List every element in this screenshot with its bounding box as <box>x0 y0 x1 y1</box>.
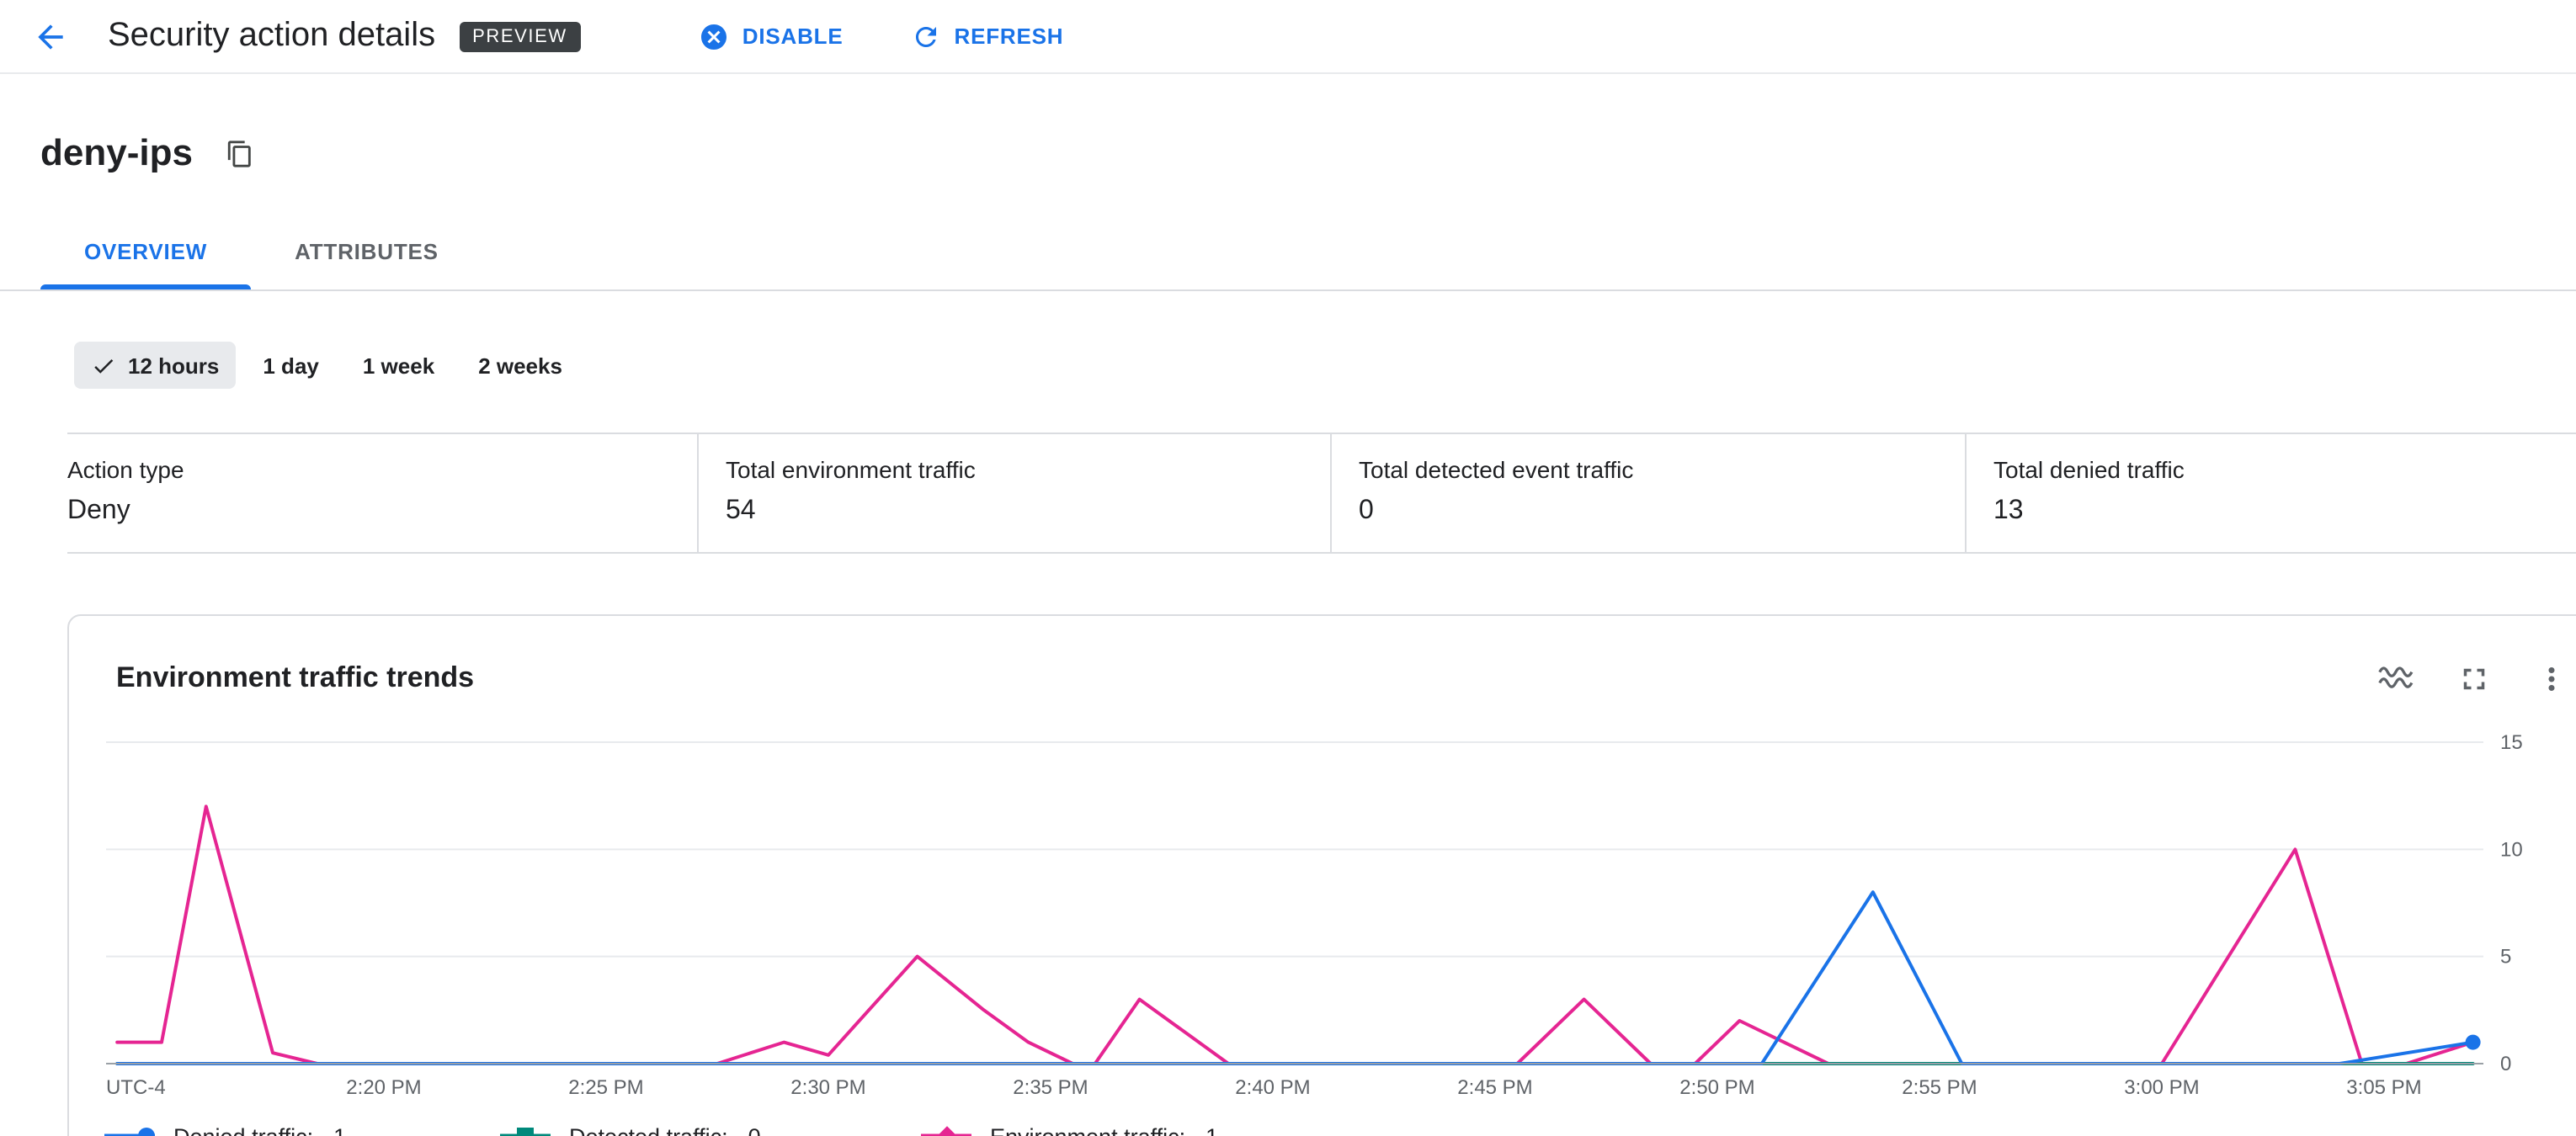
legend-value: 0 <box>748 1124 761 1136</box>
chart-card-header: Environment traffic trends <box>69 616 2576 700</box>
time-chip-2-weeks[interactable]: 2 weeks <box>461 342 579 389</box>
tab-overview-label: OVERVIEW <box>84 238 208 263</box>
traffic-trends-chart[interactable]: 0 5 10 15 UTC-4 2:20 PM 2:25 PM 2:30 PM 2:35 PM 2… <box>69 717 2576 1121</box>
legend-value: 1 <box>1206 1124 1218 1136</box>
series-line-environment-traffic <box>115 804 2475 1065</box>
page-header: Security action details PREVIEW DISABLE … <box>0 0 2576 74</box>
legend-label: Denied traffic: <box>173 1124 313 1136</box>
svg-text:2:25 PM: 2:25 PM <box>568 1076 643 1099</box>
legend-label: Detected traffic: <box>569 1124 728 1136</box>
stat-label: Total denied traffic <box>1993 456 2185 483</box>
tab-attributes-label: ATTRIBUTES <box>295 238 439 263</box>
time-chip-label: 2 weeks <box>478 353 562 378</box>
more-vert-icon <box>2547 666 2554 690</box>
legend-item-environment-traffic[interactable]: Environment traffic: 1 <box>919 1124 1218 1136</box>
time-range-filter: 12 hours 1 day 1 week 2 weeks <box>74 342 2576 389</box>
chart-smoothing-button[interactable] <box>2376 658 2416 698</box>
more-options-button[interactable] <box>2531 658 2571 698</box>
svg-text:0: 0 <box>2500 1053 2511 1075</box>
time-chip-1-day[interactable]: 1 day <box>246 342 336 389</box>
time-chip-label: 1 day <box>263 353 319 378</box>
series-line-denied-traffic <box>115 890 2475 1065</box>
fullscreen-button[interactable] <box>2453 658 2494 698</box>
tab-attributes[interactable]: ATTRIBUTES <box>251 212 482 289</box>
copy-icon <box>227 140 251 167</box>
svg-text:2:35 PM: 2:35 PM <box>1013 1076 1088 1099</box>
time-chip-label: 12 hours <box>128 353 220 378</box>
time-chip-12-hours[interactable]: 12 hours <box>74 342 237 389</box>
svg-text:2:50 PM: 2:50 PM <box>1679 1076 1754 1099</box>
time-chip-label: 1 week <box>362 353 435 378</box>
stat-value: 54 <box>726 496 756 525</box>
legend-marker-diamond-icon <box>921 1126 971 1136</box>
check-icon <box>94 358 114 373</box>
copy-name-button[interactable] <box>223 136 257 170</box>
svg-text:2:30 PM: 2:30 PM <box>790 1076 865 1099</box>
summary-stats: Action type Deny Total environment traff… <box>67 433 2576 554</box>
stat-total-detected-event-traffic: Total detected event traffic 0 <box>1330 434 1965 552</box>
action-name: deny-ips <box>40 131 193 173</box>
chart-card-title: Environment traffic trends <box>116 661 475 693</box>
svg-text:10: 10 <box>2500 838 2523 861</box>
tab-bar: OVERVIEW ATTRIBUTES <box>0 212 2576 291</box>
back-button[interactable] <box>27 13 74 60</box>
stat-label: Total detected event traffic <box>1359 456 1634 483</box>
svg-text:2:40 PM: 2:40 PM <box>1235 1076 1310 1099</box>
stat-value: Deny <box>67 496 130 525</box>
svg-text:15: 15 <box>2500 731 2523 754</box>
legend-value: 1 <box>333 1124 346 1136</box>
svg-text:UTC-4: UTC-4 <box>106 1076 166 1099</box>
disable-button-label: DISABLE <box>742 24 844 49</box>
svg-text:5: 5 <box>2500 946 2511 969</box>
page-title: Security action details <box>108 17 436 54</box>
stat-value: 0 <box>1359 496 1374 525</box>
action-name-row: deny-ips <box>40 131 2576 175</box>
legend-marker-circle-icon <box>104 1128 155 1136</box>
stat-label: Action type <box>67 456 184 483</box>
disable-icon <box>700 24 726 49</box>
svg-text:2:55 PM: 2:55 PM <box>1902 1076 1977 1099</box>
stat-label: Total environment traffic <box>726 456 976 483</box>
arrow-back-icon <box>38 24 63 49</box>
stat-action-type: Action type Deny <box>67 434 697 552</box>
environment-traffic-trends-card: Environment traffic trends 0 5 10 15 UTC-4 2:… <box>67 614 2576 1136</box>
svg-text:3:05 PM: 3:05 PM <box>2346 1076 2421 1099</box>
stat-total-environment-traffic: Total environment traffic 54 <box>697 434 1330 552</box>
tab-overview[interactable]: OVERVIEW <box>40 212 252 289</box>
refresh-button-label: REFRESH <box>954 24 1064 49</box>
legend-item-detected-traffic[interactable]: Detected traffic: 0 <box>498 1124 919 1136</box>
svg-text:3:00 PM: 3:00 PM <box>2124 1076 2199 1099</box>
chart-legend: Denied traffic: 1 Detected traffic: 0 Enviro… <box>69 1124 2576 1136</box>
svg-text:2:45 PM: 2:45 PM <box>1457 1076 1532 1099</box>
preview-badge: PREVIEW <box>459 21 581 51</box>
waves-icon <box>2378 666 2414 688</box>
time-chip-1-week[interactable]: 1 week <box>346 342 451 389</box>
legend-label: Environment traffic: <box>990 1124 1185 1136</box>
disable-button[interactable]: DISABLE <box>689 19 854 53</box>
refresh-icon <box>915 26 936 46</box>
stat-total-denied-traffic: Total denied traffic 13 <box>1965 434 2576 552</box>
fullscreen-icon <box>2462 667 2484 689</box>
legend-marker-square-icon <box>500 1128 551 1136</box>
svg-text:2:20 PM: 2:20 PM <box>346 1076 421 1099</box>
chart-toolbar <box>2376 658 2571 698</box>
refresh-button[interactable]: REFRESH <box>901 19 1074 53</box>
legend-item-denied-traffic[interactable]: Denied traffic: 1 <box>103 1124 498 1136</box>
stat-value: 13 <box>1993 496 2024 525</box>
